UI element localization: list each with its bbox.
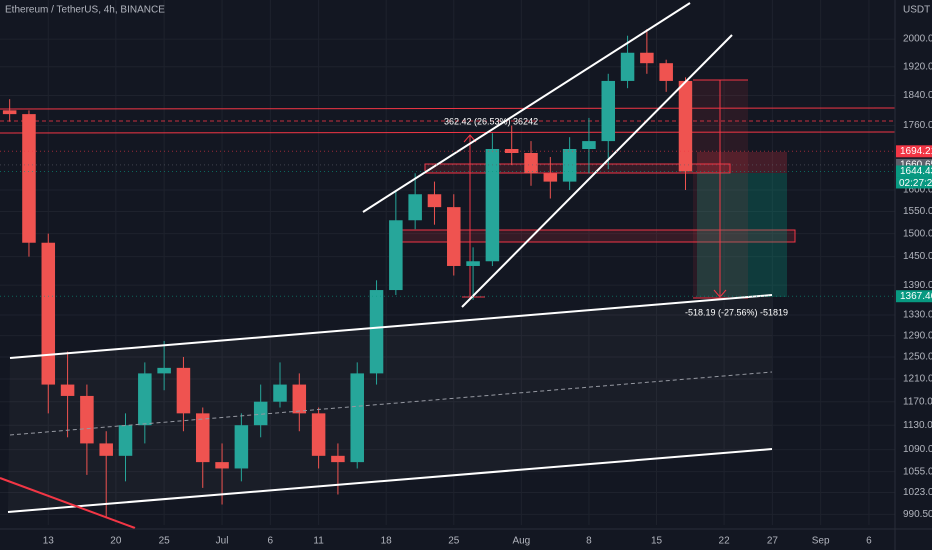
x-tick-label: 22	[719, 536, 731, 547]
y-tick-label: 1210.00	[903, 374, 932, 385]
y-tick-label: 1250.00	[903, 352, 932, 363]
candle-body	[234, 425, 249, 469]
x-tick-label: Sep	[812, 536, 830, 547]
y-tick-label: 1600.00	[903, 185, 932, 196]
candle-body	[369, 290, 384, 374]
resistance-line	[0, 131, 896, 134]
x-tick-label: 13	[43, 536, 55, 547]
candle-body	[678, 80, 693, 172]
price-tag-label: 1644.43	[900, 166, 932, 177]
candles	[2, 29, 693, 519]
channel-bottom	[7, 448, 773, 513]
y-tick-label: 1290.00	[903, 330, 932, 341]
x-tick-label: 25	[159, 536, 171, 547]
candle-body	[80, 395, 94, 444]
chart-title: Ethereum / TetherUS, 4h, BINANCE	[5, 5, 165, 16]
candle-body	[138, 373, 152, 426]
candle-body	[389, 220, 403, 291]
candle-body	[195, 413, 210, 463]
y-tick-label: 1090.00	[903, 444, 932, 455]
candle-body	[311, 413, 326, 456]
y-tick-label: 1130.00	[903, 420, 932, 431]
candle-body	[350, 373, 364, 463]
y-tick-label: 1390.00	[903, 280, 932, 291]
candle-body	[41, 242, 56, 385]
measure-label: 362.42 (26.53%) 36242	[444, 116, 538, 126]
y-tick-label: 1550.00	[903, 206, 932, 217]
x-tick-label: 11	[313, 536, 324, 547]
candle-body	[118, 425, 133, 456]
price-tag	[896, 290, 932, 303]
candle-body	[292, 384, 307, 414]
x-tick-label: 15	[651, 536, 663, 547]
currency-label: USDT	[903, 5, 930, 16]
target-zone	[697, 173, 787, 297]
candle-body	[659, 63, 673, 81]
channel-mid	[9, 371, 773, 436]
candle-body	[215, 462, 229, 469]
candle-body	[620, 52, 635, 81]
price-tag-label: 1367.46	[900, 291, 932, 302]
candle-body	[427, 194, 442, 208]
candle-body	[99, 443, 113, 456]
countdown-label: 02:27:28	[899, 178, 932, 189]
candle-body	[408, 194, 422, 221]
price-tag-label: 1694.21	[900, 146, 932, 157]
candle-body	[582, 141, 596, 150]
price-tag	[896, 165, 932, 178]
channel-top	[9, 294, 773, 359]
candle-body	[562, 149, 577, 182]
resistance-line	[0, 107, 896, 110]
candle-body	[253, 401, 268, 426]
candle-body	[466, 261, 480, 266]
price-tag	[896, 145, 932, 158]
trend-line	[362, 2, 691, 213]
y-tick-label: 1330.00	[903, 310, 932, 321]
candle-body	[543, 173, 558, 182]
candle-body	[60, 384, 75, 396]
candle-body	[485, 149, 500, 262]
x-tick-label: 18	[381, 536, 393, 547]
trend-line	[0, 477, 136, 529]
candle-body	[447, 207, 461, 266]
candle-body	[157, 367, 171, 374]
grid	[0, 0, 895, 525]
candle-body	[504, 149, 519, 153]
x-tick-label: 8	[586, 536, 592, 547]
y-tick-label: 2000.00	[903, 34, 932, 45]
candle-body	[273, 384, 287, 402]
y-tick-label: 1023.00	[903, 487, 932, 498]
y-tick-label: 1920.00	[903, 61, 932, 72]
x-tick-label: 25	[448, 536, 460, 547]
countdown-tag	[896, 177, 932, 189]
x-tick-label: 27	[767, 536, 779, 547]
y-tick-label: 1500.00	[903, 228, 932, 239]
y-tick-label: 1760.00	[903, 120, 932, 131]
candle-body	[331, 455, 345, 463]
y-tick-label: 1450.00	[903, 251, 932, 262]
x-tick-label: 20	[110, 536, 122, 547]
candle-body	[601, 80, 616, 142]
x-tick-label: Aug	[512, 536, 530, 547]
x-tick-label: 6	[866, 536, 872, 547]
candle-body	[2, 110, 17, 115]
candle-body	[640, 52, 654, 64]
y-tick-label: 1170.00	[903, 396, 932, 407]
measure-label: -518.19 (-27.56%) -51819	[685, 307, 788, 317]
y-tick-label: 990.50	[903, 509, 932, 520]
candle-body	[524, 152, 538, 174]
x-tick-label: 6	[268, 536, 274, 547]
candle-body	[176, 367, 191, 414]
price-tag-label: 1660.65	[900, 159, 932, 170]
measure-arrowhead	[713, 289, 727, 298]
measure-arrowhead	[463, 134, 477, 143]
x-tick-label: Jul	[216, 536, 229, 547]
zone-box	[424, 163, 731, 174]
candle-body	[22, 114, 36, 243]
y-tick-label: 1055.00	[903, 466, 932, 477]
y-tick-label: 1840.00	[903, 90, 932, 101]
